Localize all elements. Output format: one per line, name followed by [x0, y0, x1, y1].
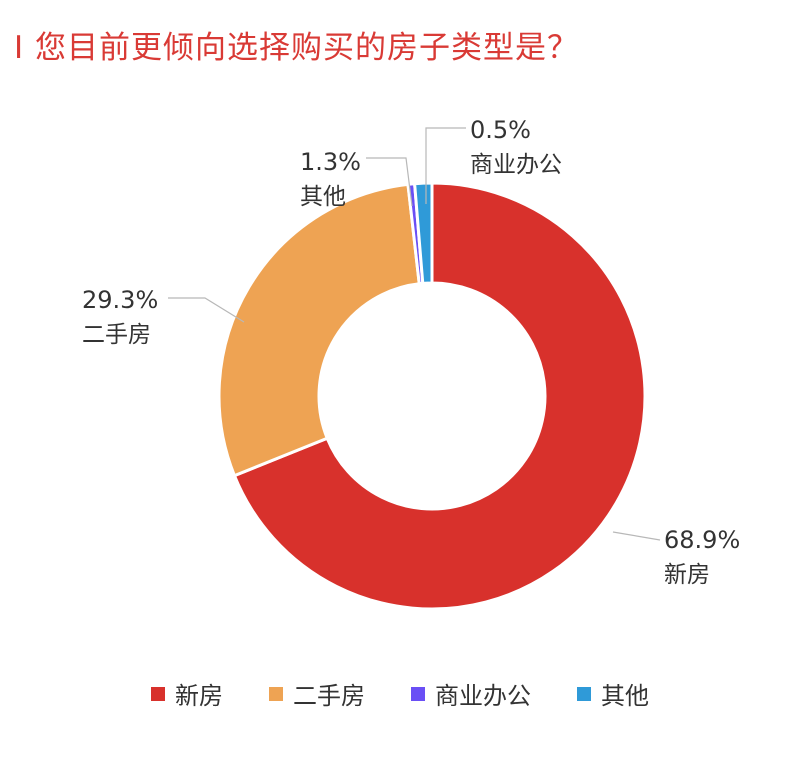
donut-slice-qita[interactable] — [413, 181, 434, 285]
legend-label-ershoufang: 二手房 — [293, 682, 365, 710]
donut-slice-xinfang[interactable] — [232, 181, 647, 611]
leader-line-qita — [366, 157, 413, 207]
legend-swatch-shangye — [411, 686, 425, 701]
category-label-qita: 其他 — [300, 184, 346, 210]
legend-label-xinfang: 新房 — [175, 682, 223, 710]
legend-item-xinfang[interactable]: 新房 — [151, 676, 223, 711]
category-label-ershoufang: 二手房 — [82, 322, 151, 348]
legend-item-shangye[interactable]: 商业办公 — [411, 676, 531, 711]
legend-label-qita: 其他 — [601, 682, 649, 710]
value-label-ershoufang: 29.3% — [82, 286, 158, 314]
legend: 新房 二手房 商业办公 其他 — [0, 676, 800, 711]
category-label-shangye: 商业办公 — [470, 152, 562, 178]
legend-item-ershoufang[interactable]: 二手房 — [269, 676, 365, 711]
value-label-xinfang: 68.9% — [664, 526, 740, 554]
leader-line-shangye — [425, 127, 466, 204]
category-label-xinfang: 新房 — [664, 562, 710, 588]
value-label-shangye: 0.5% — [470, 116, 531, 144]
donut-slice-ershoufang[interactable] — [217, 182, 421, 478]
legend-swatch-xinfang — [151, 686, 165, 701]
chart-title: I 您目前更倾向选择购买的房子类型是？ — [14, 30, 579, 66]
donut-chart: 68.9% 新房 29.3% 二手房 0.5% 商业办公 1.3% 其他 — [82, 116, 740, 611]
legend-swatch-ershoufang — [269, 686, 283, 701]
legend-item-qita[interactable]: 其他 — [577, 676, 649, 711]
legend-swatch-qita — [577, 686, 591, 701]
legend-label-shangye: 商业办公 — [435, 682, 531, 710]
leader-line-xinfang — [612, 531, 661, 541]
leader-line-ershoufang — [168, 297, 245, 323]
value-label-qita: 1.3% — [300, 148, 361, 176]
